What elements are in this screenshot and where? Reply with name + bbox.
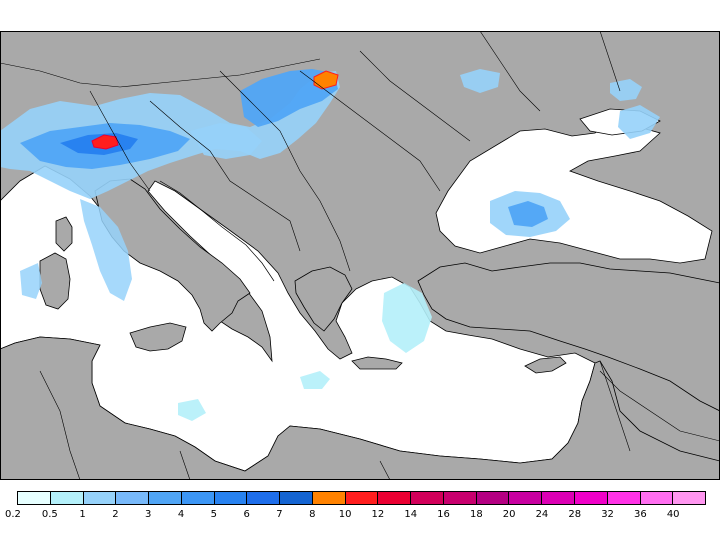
legend-tick-label: 24 <box>535 509 549 520</box>
precip-light-ionian <box>178 371 330 421</box>
legend-tick-label: 36 <box>634 509 647 520</box>
legend-tick-label: 1 <box>79 509 86 520</box>
legend-tick-label: 32 <box>601 509 614 520</box>
north-africa <box>0 336 720 480</box>
legend-swatch <box>542 492 576 504</box>
legend-tick-label: 40 <box>666 509 680 520</box>
legend-tick-label: 5 <box>210 509 218 520</box>
legend-tick-label: 16 <box>437 509 450 520</box>
legend-swatch <box>509 492 543 504</box>
legend-swatch <box>411 492 444 504</box>
legend-swatch <box>312 492 346 504</box>
precipitation-legend: 0.2 0.5 1 2 3 4 5 6 7 8 10 12 14 16 18 20 24 28 32 36 40 <box>5 491 706 531</box>
italy-peninsula <box>94 178 251 332</box>
legend-swatch <box>116 492 150 504</box>
precip-light-aegean <box>382 283 432 353</box>
legend-tick-label: 14 <box>404 509 418 520</box>
corsica-island <box>55 216 73 252</box>
legend-tick-label: 3 <box>145 509 152 520</box>
legend-swatch <box>575 492 608 504</box>
legend-tick-label: 6 <box>243 509 250 520</box>
legend-swatch <box>280 492 313 504</box>
legend-swatch <box>18 492 51 504</box>
precip-light-pannonia <box>190 123 262 159</box>
country-borders <box>0 31 720 480</box>
sicily-island <box>129 322 187 352</box>
legend-swatch <box>673 492 706 504</box>
adriatic-coast <box>159 180 275 282</box>
legend-swatch <box>214 492 248 504</box>
legend-labels: 0.2 0.5 1 2 3 4 5 6 7 8 10 12 14 16 18 20 24 28 32 36 40 <box>5 509 706 525</box>
legend-swatch <box>83 492 117 504</box>
legend-swatch <box>50 492 84 504</box>
legend-swatch <box>443 492 477 504</box>
precip-light-italy <box>80 199 132 301</box>
greece-anatolia <box>294 262 720 412</box>
legend-swatch <box>640 492 674 504</box>
legend-tick-label: 20 <box>502 509 516 520</box>
legend-swatch <box>149 492 182 504</box>
legend-tick-label: 0.5 <box>41 509 58 520</box>
legend-swatch <box>476 492 510 504</box>
legend-swatch <box>607 492 641 504</box>
legend-tick-label: 8 <box>309 509 316 520</box>
cyprus-island <box>524 356 567 374</box>
precip-heavy-ukraine <box>313 70 339 90</box>
precip-heavy-alps <box>91 134 119 150</box>
legend-tick-label: 2 <box>112 509 119 520</box>
precip-light-north <box>460 69 660 139</box>
legend-tick-label: 4 <box>177 509 185 520</box>
crete-island <box>351 356 403 370</box>
sardinia-island <box>39 252 71 310</box>
legend-tick-label: 0.2 <box>5 509 21 520</box>
legend-tick-label: 7 <box>276 509 283 520</box>
legend-swatch <box>181 492 215 504</box>
legend-color-bar <box>17 491 706 505</box>
precip-light-sardinia <box>20 263 42 299</box>
precipitation-overlay <box>0 69 660 421</box>
legend-swatch <box>345 492 379 504</box>
legend-tick-label: 18 <box>469 509 483 520</box>
legend-swatch <box>378 492 412 504</box>
precipitation-map <box>0 31 720 480</box>
legend-tick-label: 28 <box>568 509 582 520</box>
legend-swatch <box>247 492 281 504</box>
legend-tick-label: 12 <box>371 509 385 520</box>
precip-mid-blacksea <box>508 201 548 227</box>
legend-tick-label: 10 <box>338 509 352 520</box>
